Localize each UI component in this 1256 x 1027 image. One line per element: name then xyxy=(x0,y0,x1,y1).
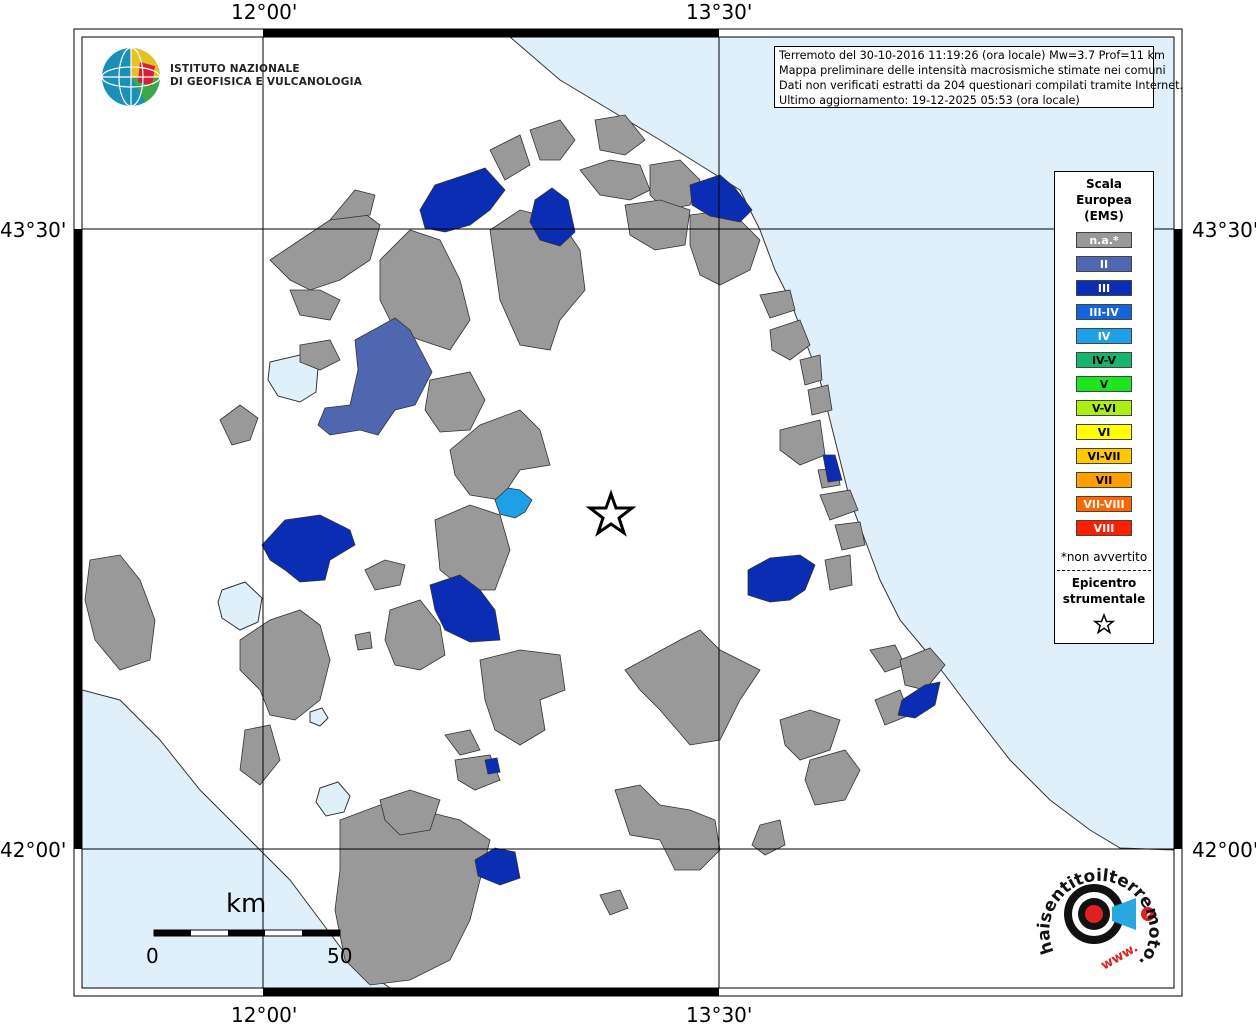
scale-unit: km xyxy=(226,889,267,919)
frame-ticks xyxy=(74,29,1182,996)
legend-item-VII-VIII: VII-VIII xyxy=(1076,496,1132,512)
svg-text:?: ? xyxy=(1145,910,1151,921)
lon-label-bottom-left: 12°00' xyxy=(231,1003,298,1027)
legend-items: n.a.* II III III-IV IV IV-V V V-VI VI VI… xyxy=(1055,232,1153,536)
graticule xyxy=(82,37,1174,988)
legend-separator xyxy=(1057,570,1151,571)
legend-star-icon xyxy=(1055,612,1153,638)
legend-item-III: III xyxy=(1076,280,1132,296)
legend-item-VIII: VIII xyxy=(1076,520,1132,536)
lat-label-right-bottom: 42°00' xyxy=(1192,838,1256,862)
legend-item-VI-VII: VI-VII xyxy=(1076,448,1132,464)
epicenter-star-icon xyxy=(585,489,637,537)
municipality-intensity-IV xyxy=(494,487,533,519)
legend-title: Scala Europea (EMS) xyxy=(1076,177,1132,223)
scale-max: 50 xyxy=(327,944,353,968)
legend-item-II: II xyxy=(1076,256,1132,272)
info-line-4: Ultimo aggiornamento: 19-12-2025 05:53 (… xyxy=(779,94,1080,107)
legend-footnote: *non avvertito xyxy=(1060,550,1148,564)
institute-name: ISTITUTO NAZIONALE DI GEOFISICA E VULCAN… xyxy=(170,63,362,89)
lake-bolsena xyxy=(217,581,263,631)
info-line-2: Mappa preliminare delle intensità macros… xyxy=(779,64,1166,77)
institute-line2: DI GEOFISICA E VULCANOLOGIA xyxy=(170,76,363,88)
lat-label-right-top: 43°30' xyxy=(1192,218,1256,242)
legend: Scala Europea (EMS) n.a.* II III III-IV … xyxy=(1054,171,1154,644)
earthquake-info-box: Terremoto del 30-10-2016 11:19:26 (ora l… xyxy=(774,46,1184,108)
scale-min: 0 xyxy=(146,944,159,968)
lat-label-left-bottom: 42°00' xyxy=(0,838,67,862)
lon-label-top-right: 13°30' xyxy=(686,0,753,24)
legend-item-IV: IV xyxy=(1076,328,1132,344)
legend-item-VII: VII xyxy=(1076,472,1132,488)
legend-item-V-VI: V-VI xyxy=(1076,400,1132,416)
scale-bar xyxy=(153,929,341,937)
legend-item-na: n.a.* xyxy=(1076,232,1132,248)
globe-icon xyxy=(101,47,161,107)
target-icon: ? haisentitoilterremoto.it www. xyxy=(1032,852,1164,973)
legend-item-V: V xyxy=(1076,376,1132,392)
legend-item-III-IV: III-IV xyxy=(1076,304,1132,320)
lon-label-bottom-right: 13°30' xyxy=(686,1003,753,1027)
lon-label-top-left: 12°00' xyxy=(231,0,298,24)
legend-item-VI: VI xyxy=(1076,424,1132,440)
lake-bracciano xyxy=(315,781,351,817)
legend-item-IV-V: IV-V xyxy=(1076,352,1132,368)
institute-line1: ISTITUTO NAZIONALE xyxy=(170,63,300,75)
municipality-intensity-II xyxy=(317,317,433,436)
info-line-3: Dati non verificati estratti da 204 ques… xyxy=(779,79,1184,92)
municipalities-intensity-III xyxy=(261,167,941,886)
hsi-logo-prefix: www. xyxy=(1099,940,1141,973)
info-line-1: Terremoto del 30-10-2016 11:19:26 (ora l… xyxy=(779,49,1165,62)
lat-label-left-top: 43°30' xyxy=(0,218,67,242)
lake-vico xyxy=(309,707,329,727)
legend-epicenter-label: Epicentro strumentale xyxy=(1062,576,1146,606)
